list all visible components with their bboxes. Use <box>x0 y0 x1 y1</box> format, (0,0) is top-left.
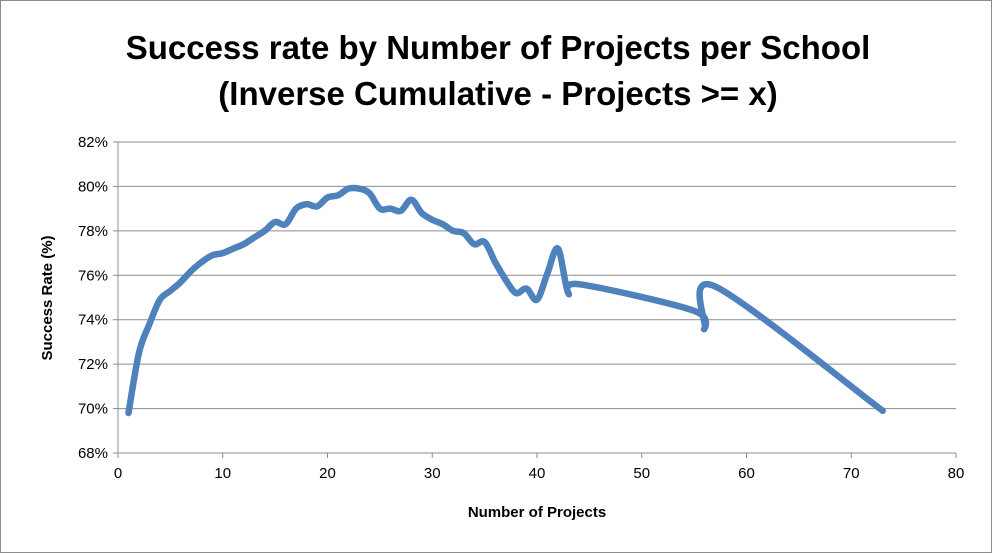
x-tick-label: 30 <box>424 465 441 482</box>
x-tick-label: 80 <box>948 465 965 482</box>
x-tick-label: 60 <box>738 465 755 482</box>
y-tick-label: 80% <box>78 178 108 195</box>
x-tick-label: 70 <box>843 465 860 482</box>
x-tick-label: 10 <box>214 465 231 482</box>
y-tick-label: 78% <box>78 223 108 240</box>
x-tick-labels: 0 10 20 30 40 50 60 70 80 <box>114 465 965 482</box>
series-line <box>125 184 886 417</box>
x-tick-label: 50 <box>633 465 650 482</box>
y-tick-label: 74% <box>78 312 108 329</box>
x-tick-label: 40 <box>529 465 546 482</box>
x-tick-label: 20 <box>319 465 336 482</box>
y-tick-label: 70% <box>78 401 108 418</box>
chart-title: Success rate by Number of Projects per S… <box>126 29 871 112</box>
gridlines <box>118 141 956 410</box>
series-lines <box>125 184 886 417</box>
y-tick-label: 72% <box>78 356 108 373</box>
x-axis-title: Number of Projects <box>468 504 606 521</box>
y-tick-label: 82% <box>78 134 108 151</box>
chart-title-line-2: (Inverse Cumulative - Projects >= x) <box>218 75 777 112</box>
axes <box>113 141 957 458</box>
y-tick-labels: 68% 70% 72% 74% 76% 78% 80% 82% <box>78 134 108 462</box>
chart-title-line-1: Success rate by Number of Projects per S… <box>126 29 871 66</box>
y-axis-title: Success Rate (%) <box>39 235 56 360</box>
y-tick-label: 68% <box>78 445 108 462</box>
x-tick-label: 0 <box>114 465 122 482</box>
y-tick-label: 76% <box>78 267 108 284</box>
